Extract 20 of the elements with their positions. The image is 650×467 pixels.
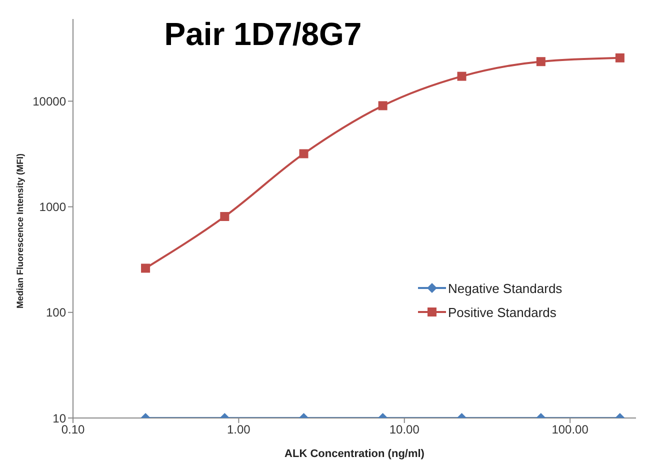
x-axis-title: ALK Concentration (ng/ml) (284, 448, 425, 460)
x-tick-label: 100.00 (552, 422, 589, 437)
point (141, 264, 150, 273)
y-tick-label: 10000 (32, 94, 66, 108)
y-tick-label: 100 (46, 306, 66, 320)
point (457, 72, 466, 81)
point (378, 101, 388, 110)
point (615, 53, 624, 62)
chart-title: Pair 1D7/8G7 (163, 16, 363, 53)
y-tick-label: 1000 (39, 200, 66, 214)
legend-label: Positive Standards (448, 304, 556, 320)
x-tick-label: 0.10 (61, 422, 85, 437)
y-tick-label: 10 (52, 411, 66, 426)
point (536, 57, 546, 66)
point (220, 212, 230, 222)
y-axis-title: Median Fluorescence Intensity (MFI) (15, 153, 26, 308)
x-tick-label: 1.00 (227, 422, 251, 437)
point (299, 149, 308, 158)
x-tick-label: 10.00 (389, 422, 420, 437)
legend-label: Negative Standards (448, 280, 562, 296)
